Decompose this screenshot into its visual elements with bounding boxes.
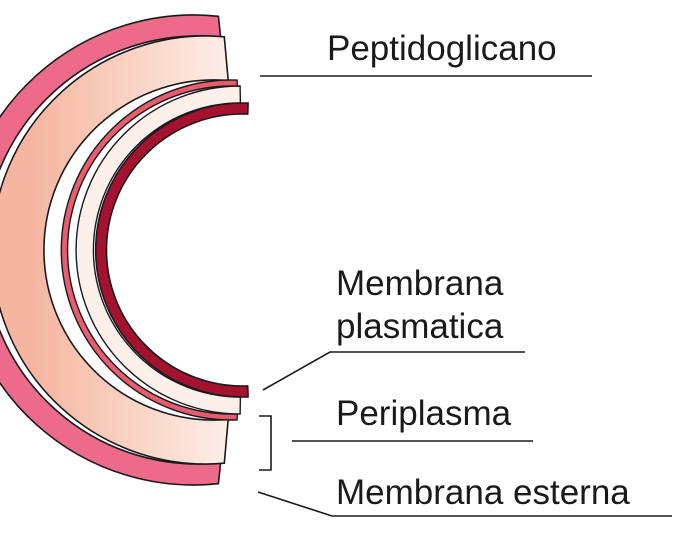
plasma-membrane-band bbox=[94, 102, 249, 398]
leader-lines bbox=[257, 75, 672, 517]
peptidoglycan-inner-layer bbox=[60, 79, 239, 421]
peptidoglycan-band bbox=[0, 35, 230, 465]
peptidoglycan-label: Peptidoglicano bbox=[327, 29, 557, 68]
outer-membrane-leader-line bbox=[257, 491, 672, 517]
plasma-membrane-label-line2: plasmatica bbox=[336, 307, 504, 346]
outer-membrane-band bbox=[0, 14, 222, 486]
periplasm-label: Periplasma bbox=[336, 394, 512, 433]
plasma-membrane-label-line1: Membrana bbox=[336, 264, 504, 303]
periplasmic-space bbox=[75, 85, 242, 415]
outer-membrane-label: Membrana esterna bbox=[336, 473, 630, 512]
plasma-membrane-leader-line bbox=[262, 351, 525, 391]
periplasm-bracket bbox=[259, 415, 272, 471]
